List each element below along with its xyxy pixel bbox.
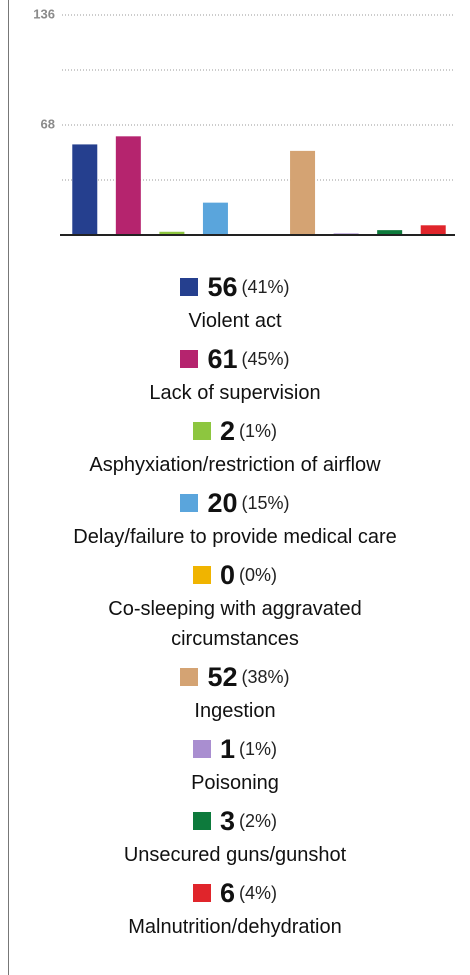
legend-label: Asphyxiation/restriction of airflow [89, 454, 381, 476]
legend-head: 61 (45%) [180, 340, 290, 378]
bar [290, 150, 316, 235]
legend-label: Co-sleeping with aggravated circumstance… [108, 598, 362, 650]
legend-value: 52 [207, 661, 238, 692]
legend-swatch [180, 350, 199, 368]
legend-label: Delay/failure to provide medical care [73, 526, 397, 548]
legend-swatch [192, 812, 211, 830]
left-border [8, 0, 9, 975]
legend-entry: 61 (45%) Lack of supervision [149, 340, 320, 412]
legend-entry: 20 (15%) Delay/failure to provide medical … [73, 484, 397, 556]
bar [377, 230, 403, 235]
legend-value: 61 [207, 343, 238, 374]
legend-swatch [180, 494, 199, 512]
legend-swatch [192, 740, 211, 758]
legend-label: Unsecured guns/gunshot [123, 844, 347, 866]
legend-share: (4%) [239, 882, 278, 903]
legend: 56 (41%) Violent act 61 (45%) Lack of supervi… [10, 268, 460, 946]
bar [159, 231, 185, 235]
legend-share: (45%) [241, 348, 290, 369]
legend-label: Lack of supervision [149, 382, 321, 404]
legend-head: 56 (41%) [180, 268, 290, 306]
legend-entry: 0 (0%) Co-sleeping with aggravated circums… [70, 556, 400, 658]
legend-value: 56 [207, 271, 238, 302]
legend-swatch [192, 422, 211, 440]
legend-share: (15%) [241, 492, 290, 513]
legend-label: Ingestion [194, 700, 276, 722]
legend-head: 0 (0%) [192, 556, 278, 594]
legend-entry: 3 (2%) Unsecured guns/gunshot [124, 802, 346, 874]
legend-head: 3 (2%) [192, 802, 278, 840]
legend-swatch [180, 668, 199, 686]
y-tick-label: 68 [41, 116, 55, 131]
legend-head: 52 (38%) [180, 658, 290, 696]
legend-swatch [180, 278, 199, 296]
legend-value: 3 [219, 805, 235, 836]
legend-head: 6 (4%) [192, 874, 278, 912]
legend-value: 2 [219, 415, 235, 446]
y-tick-label: 136 [33, 6, 55, 21]
chart: 136 68 [33, 6, 455, 236]
legend-share: (1%) [239, 420, 278, 441]
legend-value: 1 [219, 733, 235, 764]
legend-head: 20 (15%) [180, 484, 290, 522]
legend-label: Violent act [188, 310, 282, 332]
legend-share: (38%) [241, 666, 290, 687]
legend-head: 1 (1%) [192, 730, 278, 768]
legend-value: 0 [219, 559, 235, 590]
legend-label: Malnutrition/dehydration [128, 916, 342, 938]
legend-entry: 6 (4%) Malnutrition/dehydration [128, 874, 341, 946]
legend-entry: 2 (1%) Asphyxiation/restriction of airflow [89, 412, 380, 484]
bar [72, 144, 98, 235]
legend-share: (1%) [239, 738, 278, 759]
bar [202, 202, 228, 235]
legend-swatch [192, 566, 211, 584]
legend-value: 6 [219, 877, 235, 908]
legend-entry: 56 (41%) Violent act [180, 268, 290, 340]
legend-head: 2 (1%) [192, 412, 278, 450]
legend-share: (41%) [241, 276, 290, 297]
legend-share: (0%) [239, 564, 278, 585]
legend-swatch [192, 884, 211, 902]
legend-label: Poisoning [191, 772, 279, 794]
legend-entry: 52 (38%) Ingestion [180, 658, 290, 730]
legend-share: (2%) [239, 810, 278, 831]
legend-entry: 1 (1%) Poisoning [191, 730, 279, 802]
legend-value: 20 [207, 487, 238, 518]
bar [115, 136, 141, 235]
bar [420, 225, 446, 235]
